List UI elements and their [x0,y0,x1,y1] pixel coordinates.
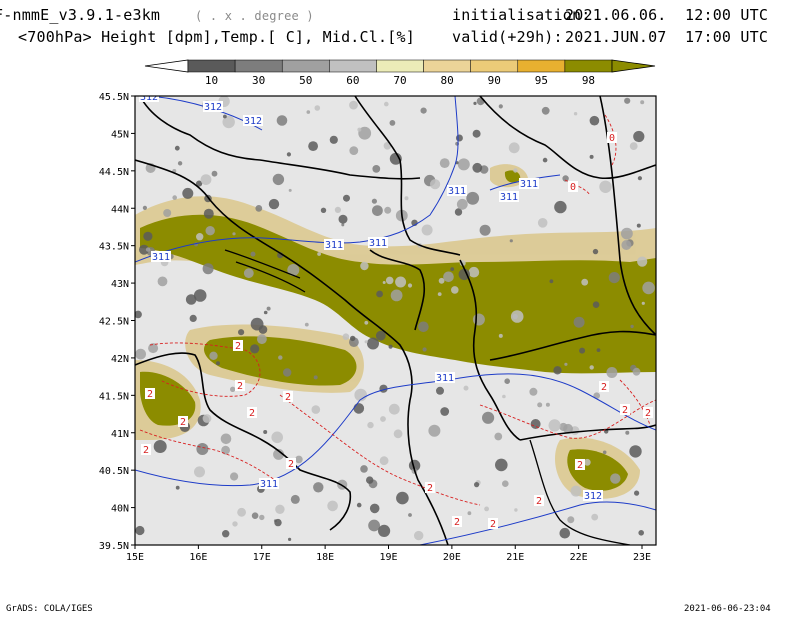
temperature-contour-labels: 0 0 2 2 2 2 2 2 2 2 2 2 2 2 2 2 2 2 [141,132,653,530]
latitude-axis: 45.5N 45N 44.5N 44N 43.5N 43N 42.5N 42N 41.5N 41N… [99,92,135,552]
init-label: initialisation: [452,6,591,24]
colorbar-low-arrow [144,59,189,73]
colorbar-label: 95 [535,74,548,87]
height-contour-label: 311 [436,373,454,384]
colorbar-label: 70 [393,74,406,87]
height-contour-label: 311 [500,192,518,203]
colorbar-label: 80 [440,74,453,87]
longitude-tick-label: 15E [126,552,144,563]
longitude-tick-label: 17E [253,552,271,563]
latitude-tick-label: 39.5N [99,541,129,552]
colorbar-cell [281,59,330,73]
latitude-tick-label: 40N [111,504,129,515]
model-title: F-nmmE_v3.9.1-e3km [0,6,161,24]
colorbar-label: 30 [252,74,265,87]
longitude-tick-label: 20E [443,552,461,563]
colorbar-cell [564,59,613,73]
longitude-tick-label: 21E [506,552,524,563]
temperature-contour-label: 2 [180,417,186,428]
valid-value: 2021.JUN.07 17:00 UTC [565,28,769,46]
temperature-contour-label: 2 [147,389,153,400]
latitude-tick-label: 44N [111,204,129,215]
temperature-contour-label: 2 [235,341,241,352]
longitude-tick-label: 23E [633,552,651,563]
temperature-contour-label: 2 [237,381,243,392]
valid-label: valid(+29h): [452,28,563,46]
colorbar-label: 10 [205,74,218,87]
latitude-tick-label: 43.5N [99,242,129,253]
longitude-axis: 15E 16E 17E 18E 19E 20E 21E 22E 23E [126,545,651,563]
colorbar-cell [376,59,424,73]
temperature-contour-label: 0 [570,182,576,193]
temperature-contour-label: 2 [601,382,607,393]
temperature-contour-label: 2 [285,392,291,403]
height-contour-label: 311 [152,252,170,263]
height-contour-label: 312 [204,102,222,113]
height-contour-label: 311 [448,186,466,197]
latitude-tick-label: 44.5N [99,167,129,178]
latitude-tick-label: 43N [111,279,129,290]
temperature-contour-label: 2 [454,517,460,528]
latitude-tick-label: 42.5N [99,317,129,328]
colorbar-label: 98 [582,74,595,87]
temperature-contour-label: 2 [143,445,149,456]
height-contour-label: 312 [584,491,602,502]
colorbar-cell [187,59,236,73]
temperature-contour-label: 2 [622,405,628,416]
colorbar: 10 30 50 60 70 80 90 95 98 [144,59,656,87]
colorbar-cell [234,59,283,73]
longitude-tick-label: 19E [379,552,397,563]
height-contour-label: 312 [244,116,262,127]
temperature-contour-label: 2 [490,519,496,530]
longitude-tick-label: 18E [316,552,334,563]
temperature-contour-label: 2 [536,496,542,507]
colorbar-cell [423,59,471,73]
footer-credit: GrADS: COLA/IGES [6,604,93,614]
colorbar-label: 90 [488,74,501,87]
temperature-contour-label: 2 [288,459,294,470]
temperature-contour-label: 2 [427,483,433,494]
latitude-tick-label: 40.5N [99,466,129,477]
longitude-tick-label: 16E [189,552,207,563]
temperature-contour-label: 0 [609,133,615,144]
fields-description: <700hPa> Height [dpm],Temp.[ C], Mid.Cl.… [18,28,415,46]
latitude-tick-label: 41.5N [99,391,129,402]
temperature-contour-label: 2 [645,408,651,419]
height-contour-label: 311 [260,479,278,490]
colorbar-high-arrow [611,59,656,73]
height-contour-label: 311 [520,179,538,190]
longitude-tick-label: 22E [570,552,588,563]
colorbar-cell [517,59,566,73]
latitude-tick-label: 45.5N [99,92,129,103]
latitude-tick-label: 41N [111,429,129,440]
colorbar-label: 60 [346,74,359,87]
colorbar-cell [329,59,377,73]
temperature-contour-label: 2 [249,408,255,419]
unit-note: ( . x . degree ) [195,9,314,23]
height-contour-label: 311 [369,238,387,249]
footer-timestamp: 2021-06-06-23:04 [684,604,771,614]
latitude-tick-label: 42N [111,354,129,365]
height-contour-label: 311 [325,240,343,251]
height-contour-label: 312 [140,92,158,103]
latitude-tick-label: 45N [111,129,129,140]
temperature-contour-label: 2 [577,460,583,471]
colorbar-label: 50 [299,74,312,87]
colorbar-cell [470,59,519,73]
init-value: 2021.06.06. 12:00 UTC [565,6,769,24]
